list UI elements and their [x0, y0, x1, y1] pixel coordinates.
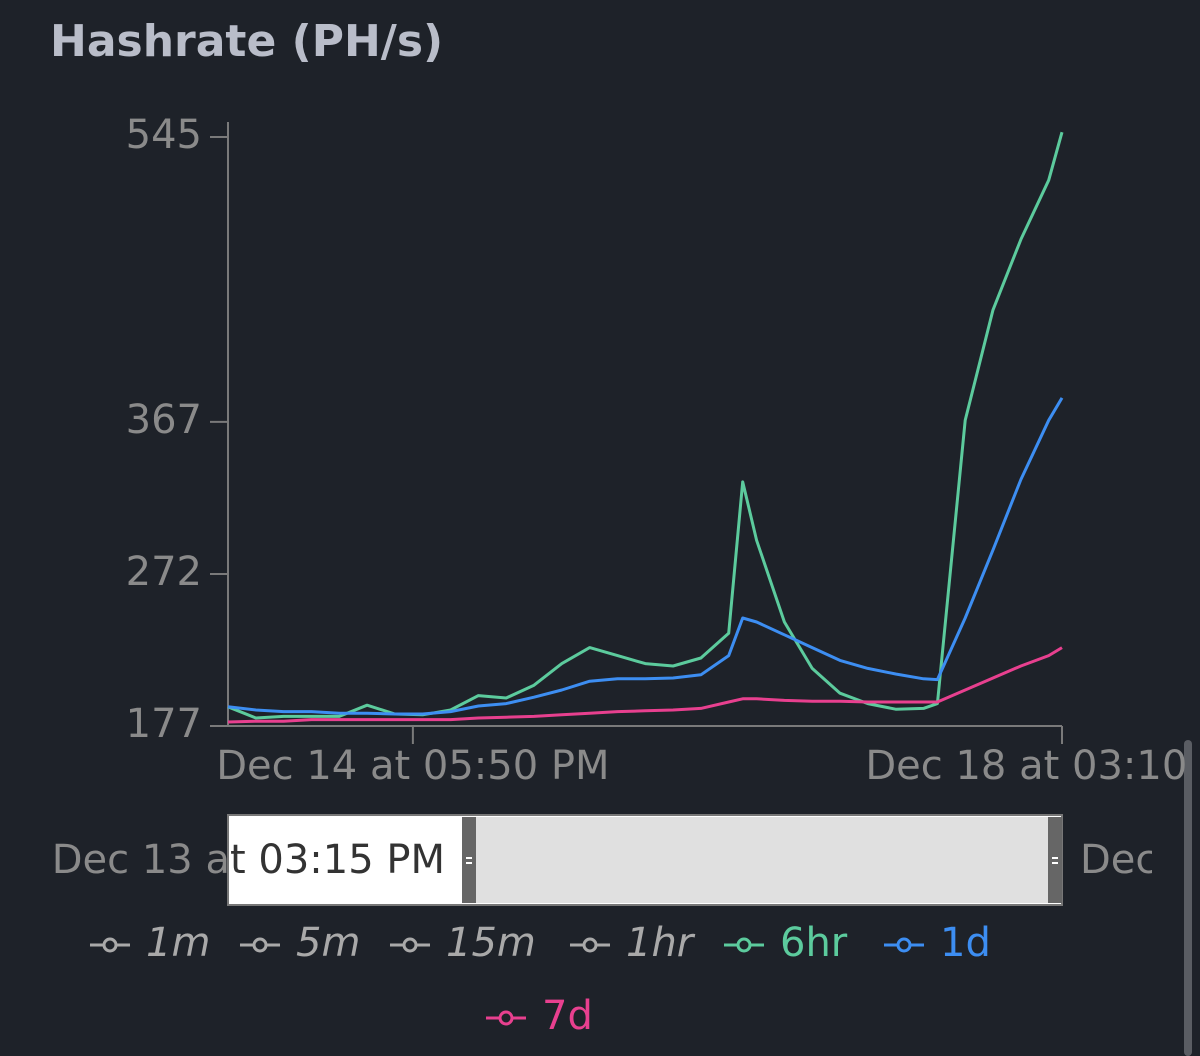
handle-grip	[1052, 862, 1058, 864]
series-line	[227, 397, 1064, 716]
legend-label: 6hr	[780, 920, 848, 966]
legend-icon-circle	[736, 937, 752, 953]
legend-item[interactable]: 7d	[486, 993, 593, 1039]
legend-item[interactable]: 5m	[240, 920, 360, 966]
legend-icon-circle	[896, 937, 912, 953]
brush-end-label: Dec 18 at 03:10 PM	[1080, 837, 1200, 883]
legend-item[interactable]: 6hr	[724, 920, 848, 966]
legend-item[interactable]: 15m	[390, 920, 536, 966]
legend-label: 7d	[542, 993, 593, 1039]
chart-title: Hashrate (PH/s)	[50, 16, 443, 67]
legend-icon-circle	[582, 937, 598, 953]
legend-icon-circle	[252, 937, 268, 953]
brush-handle[interactable]	[1048, 817, 1062, 903]
legend-label: 1hr	[626, 920, 696, 966]
handle-grip	[466, 857, 472, 859]
handle-grip	[466, 862, 472, 864]
legend-label: 1d	[940, 920, 991, 966]
x-tick-label: Dec 14 at 05:50 PM	[216, 743, 609, 789]
y-tick-label: 545	[126, 112, 202, 158]
series-line	[227, 131, 1064, 720]
brush-selection[interactable]	[476, 817, 1048, 903]
series-line	[227, 646, 1063, 724]
brush-start-label: Dec 13 at 03:15 PM	[52, 837, 445, 883]
y-tick-label: 272	[126, 549, 202, 595]
y-tick-label: 177	[126, 701, 202, 747]
legend-label: 1m	[146, 920, 210, 966]
legend-label: 5m	[296, 920, 360, 966]
y-tick-label: 367	[126, 397, 202, 443]
legend-item[interactable]: 1d	[884, 920, 991, 966]
legend-icon-circle	[102, 937, 118, 953]
legend-item[interactable]: 1hr	[570, 920, 696, 966]
brush-start-label: Dec 13 at 03:15 PM	[52, 837, 445, 883]
scrollbar[interactable]	[1184, 740, 1192, 1056]
brush-handle[interactable]	[462, 817, 476, 903]
legend-label: 15m	[446, 920, 536, 966]
handle-grip	[1052, 857, 1058, 859]
legend-icon-circle	[498, 1010, 514, 1026]
legend-item[interactable]: 1m	[90, 920, 210, 966]
legend-icon-circle	[402, 937, 418, 953]
x-tick-label: Dec 18 at 03:10 PM	[865, 743, 1200, 789]
brush[interactable]: Dec 13 at 03:15 PM Dec 13 at 03:15 PM De…	[52, 814, 1200, 906]
